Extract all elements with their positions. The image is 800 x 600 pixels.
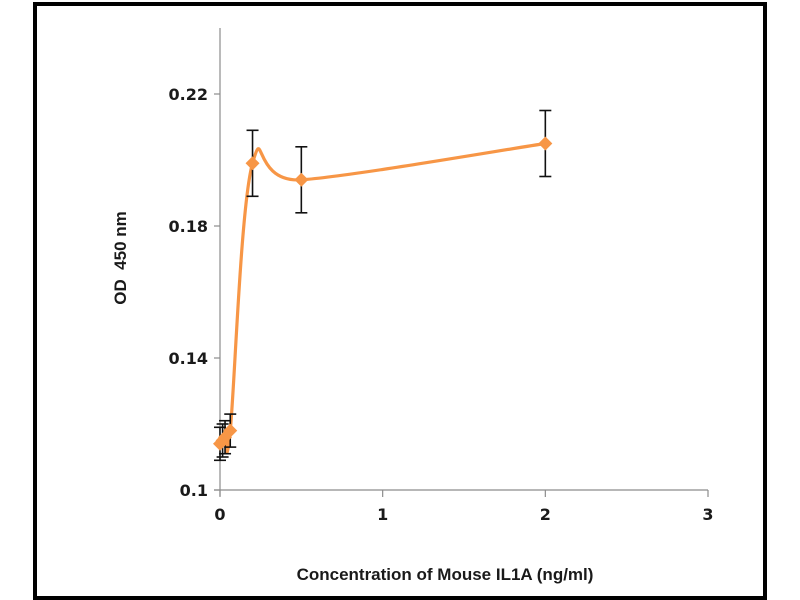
chart-frame (33, 2, 767, 600)
y-tick-label: 0.18 (169, 217, 208, 236)
y-tick-label: 0.1 (180, 481, 208, 500)
x-tick-label: 3 (702, 505, 713, 524)
x-tick-label: 1 (377, 505, 388, 524)
data-point-marker (538, 136, 553, 151)
x-axis-title: Concentration of Mouse IL1A (ng/ml) (297, 565, 594, 584)
y-ticks: 0.1 0.14 0.18 0.22 (169, 85, 220, 500)
data-point-marker (223, 423, 238, 438)
data-point-marker (245, 156, 260, 171)
axes (214, 28, 708, 496)
x-tick-label: 0 (214, 505, 225, 524)
y-tick-label: 0.14 (169, 349, 208, 368)
x-tick-label: 2 (540, 505, 551, 524)
x-ticks: 0 1 2 3 (214, 490, 714, 524)
y-axis-title: OD 450 nm (111, 211, 130, 305)
data-point-marker (294, 172, 309, 187)
y-tick-label: 0.22 (169, 85, 208, 104)
series (213, 109, 553, 462)
series-line (218, 141, 546, 454)
